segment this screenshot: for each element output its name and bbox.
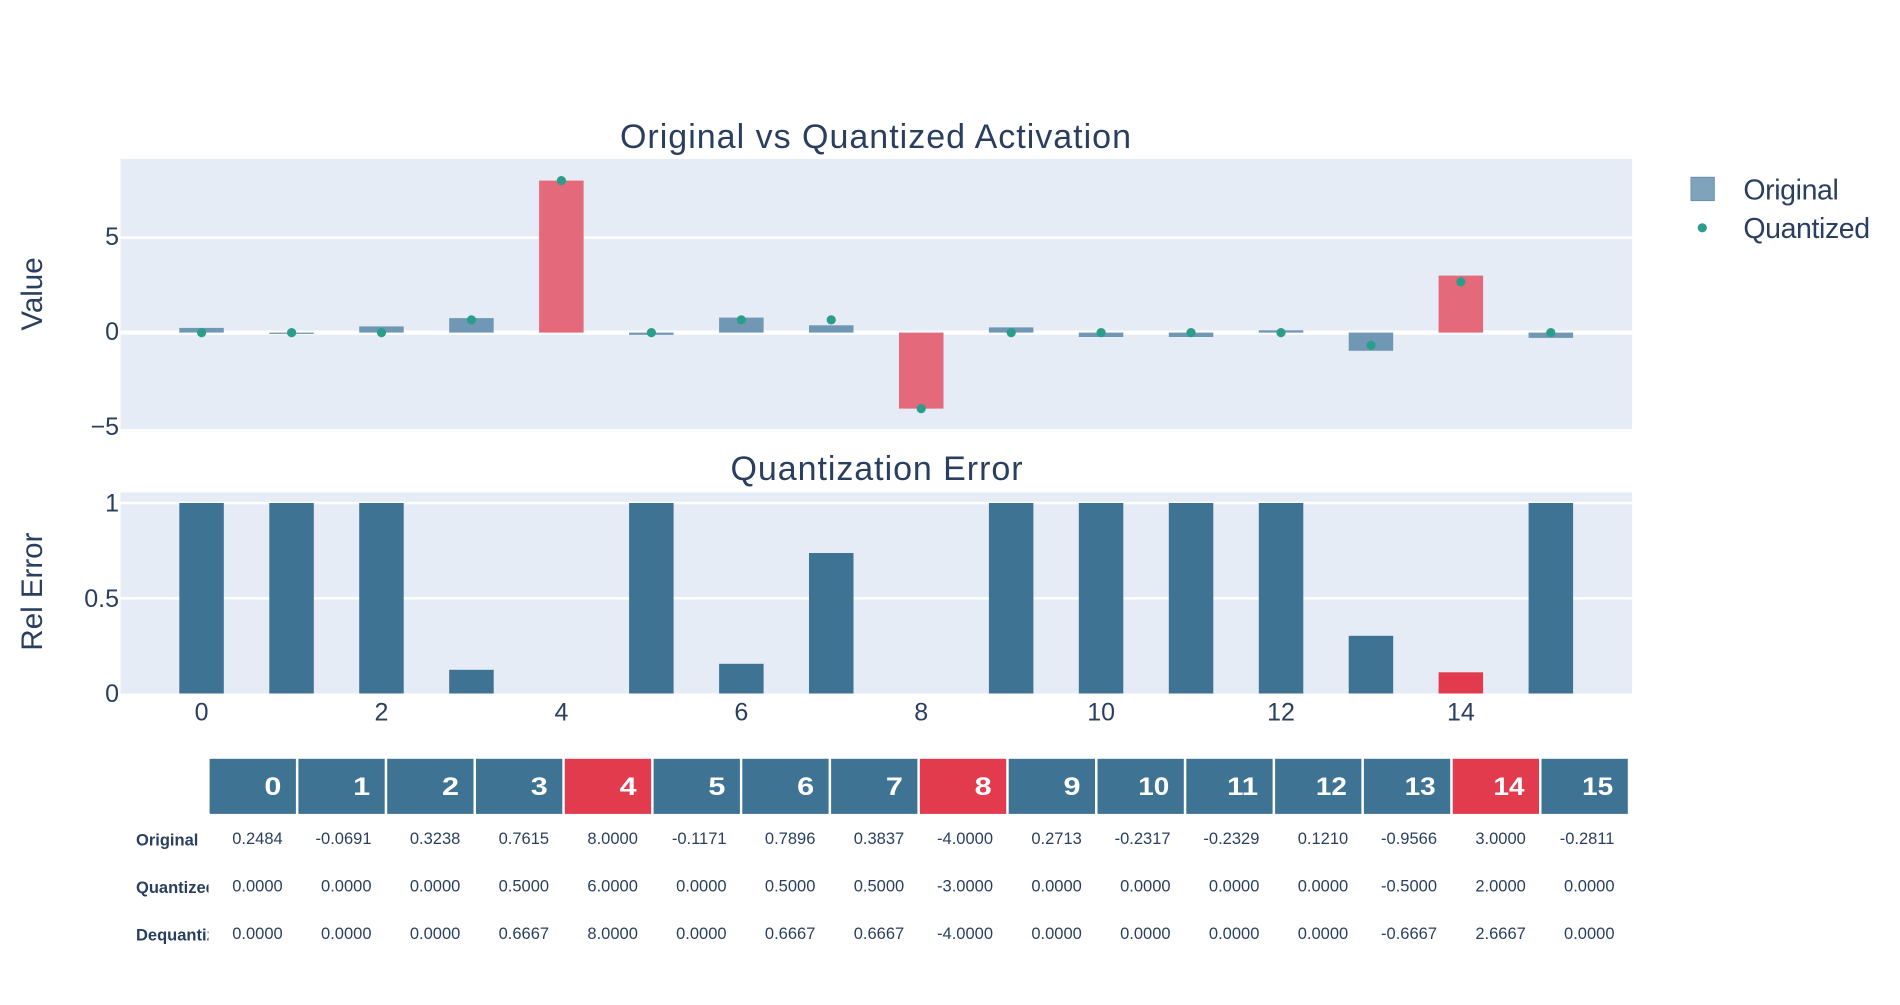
svg-text:-3.0000: -3.0000 (937, 878, 993, 896)
svg-text:14: 14 (1447, 698, 1475, 726)
svg-text:6.0000: 6.0000 (587, 878, 637, 896)
svg-text:0.3238: 0.3238 (410, 830, 460, 848)
svg-text:0.0000: 0.0000 (321, 878, 371, 896)
svg-text:12: 12 (1267, 698, 1295, 726)
svg-text:Rel Error: Rel Error (16, 532, 49, 650)
svg-text:0.7896: 0.7896 (765, 830, 815, 848)
svg-text:0.0000: 0.0000 (676, 925, 726, 943)
svg-text:0: 0 (195, 698, 209, 726)
svg-text:-0.5000: -0.5000 (1381, 878, 1437, 896)
svg-text:-0.0691: -0.0691 (316, 830, 372, 848)
svg-text:8: 8 (914, 698, 928, 726)
svg-text:0.6667: 0.6667 (499, 925, 549, 943)
svg-text:12: 12 (1316, 773, 1347, 801)
svg-text:-4.0000: -4.0000 (937, 925, 993, 943)
svg-text:−5: −5 (90, 413, 119, 441)
svg-text:1: 1 (105, 490, 119, 518)
svg-text:4: 4 (620, 773, 637, 801)
svg-text:5: 5 (105, 223, 119, 251)
svg-text:Original: Original (1743, 174, 1838, 206)
svg-text:3.0000: 3.0000 (1475, 830, 1525, 848)
svg-text:-0.2329: -0.2329 (1203, 830, 1259, 848)
svg-text:3: 3 (531, 773, 548, 801)
svg-text:5: 5 (708, 773, 725, 801)
svg-text:0.0000: 0.0000 (1564, 925, 1614, 943)
svg-text:-0.9566: -0.9566 (1381, 830, 1437, 848)
svg-text:0.0000: 0.0000 (1120, 878, 1170, 896)
svg-text:4: 4 (554, 698, 568, 726)
svg-text:2: 2 (442, 773, 459, 801)
svg-text:Original vs Quantized Activati: Original vs Quantized Activation (620, 118, 1132, 156)
svg-text:0.0000: 0.0000 (1031, 925, 1081, 943)
svg-text:0.7615: 0.7615 (499, 830, 549, 848)
svg-text:Original: Original (136, 832, 198, 850)
svg-text:0.0000: 0.0000 (1298, 925, 1348, 943)
svg-text:0.0000: 0.0000 (1564, 878, 1614, 896)
svg-text:0: 0 (105, 680, 119, 708)
svg-text:0.0000: 0.0000 (1298, 878, 1348, 896)
svg-text:13: 13 (1405, 773, 1436, 801)
svg-text:6: 6 (797, 773, 814, 801)
svg-text:0.3837: 0.3837 (854, 830, 904, 848)
svg-text:0.5: 0.5 (84, 585, 119, 613)
svg-text:-0.2811: -0.2811 (1560, 830, 1615, 848)
svg-text:15: 15 (1582, 773, 1613, 801)
svg-text:Quantization Error: Quantization Error (730, 450, 1023, 488)
svg-text:0.0000: 0.0000 (232, 925, 282, 943)
svg-text:0.2484: 0.2484 (232, 830, 282, 848)
svg-text:-0.1171: -0.1171 (672, 830, 727, 848)
svg-text:Dequantized: Dequantized (136, 927, 234, 945)
svg-text:-0.6667: -0.6667 (1381, 925, 1437, 943)
svg-text:Quantized: Quantized (1743, 213, 1869, 245)
svg-text:14: 14 (1494, 773, 1525, 801)
svg-text:0: 0 (264, 773, 281, 801)
svg-text:6: 6 (734, 698, 748, 726)
svg-text:0.5000: 0.5000 (765, 878, 815, 896)
svg-text:0.0000: 0.0000 (1209, 925, 1259, 943)
svg-text:0.5000: 0.5000 (854, 878, 904, 896)
svg-text:0.0000: 0.0000 (410, 878, 460, 896)
svg-text:0.0000: 0.0000 (1209, 878, 1259, 896)
svg-text:1: 1 (353, 773, 370, 801)
svg-text:0.0000: 0.0000 (1031, 878, 1081, 896)
svg-text:0.0000: 0.0000 (410, 925, 460, 943)
svg-text:7: 7 (886, 773, 903, 801)
svg-text:0.6667: 0.6667 (854, 925, 904, 943)
svg-text:8.0000: 8.0000 (587, 925, 637, 943)
svg-text:10: 10 (1087, 698, 1115, 726)
svg-text:Value: Value (16, 257, 49, 330)
svg-text:-4.0000: -4.0000 (937, 830, 993, 848)
svg-text:Quantized: Quantized (136, 879, 216, 897)
svg-text:0.0000: 0.0000 (232, 878, 282, 896)
svg-text:0.0000: 0.0000 (321, 925, 371, 943)
svg-text:0.2713: 0.2713 (1031, 830, 1081, 848)
svg-text:0.1210: 0.1210 (1298, 830, 1348, 848)
svg-text:8.0000: 8.0000 (587, 830, 637, 848)
svg-text:8: 8 (975, 773, 992, 801)
svg-text:11: 11 (1227, 773, 1258, 801)
svg-text:0.6667: 0.6667 (765, 925, 815, 943)
svg-text:0.0000: 0.0000 (676, 878, 726, 896)
svg-text:9: 9 (1064, 773, 1081, 801)
svg-text:2.0000: 2.0000 (1475, 878, 1525, 896)
svg-text:2.6667: 2.6667 (1475, 925, 1525, 943)
svg-text:10: 10 (1138, 773, 1169, 801)
svg-text:0.0000: 0.0000 (1120, 925, 1170, 943)
svg-text:0: 0 (105, 318, 119, 346)
svg-text:-0.2317: -0.2317 (1115, 830, 1171, 848)
svg-text:2: 2 (375, 698, 389, 726)
svg-text:0.5000: 0.5000 (499, 878, 549, 896)
